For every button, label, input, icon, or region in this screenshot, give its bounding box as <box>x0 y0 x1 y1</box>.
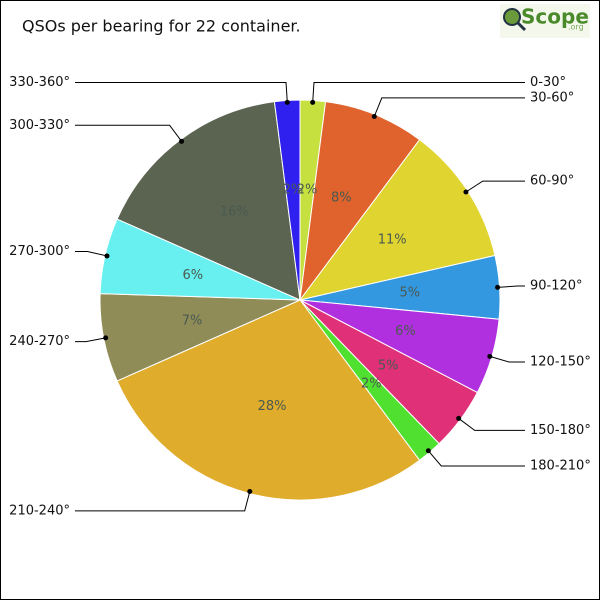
slice-label: 5% <box>378 358 399 373</box>
category-label: 60-90° <box>530 174 574 189</box>
slice-label: 5% <box>399 285 420 300</box>
leader-line <box>75 250 108 257</box>
category-label: 150-180° <box>530 423 591 438</box>
leader-line <box>465 180 525 193</box>
leader-arrow <box>425 448 431 454</box>
leader-arrow <box>179 138 185 144</box>
slice-label: 2% <box>361 376 382 391</box>
category-label: 30-60° <box>530 90 574 105</box>
leader-arrow <box>104 253 110 259</box>
category-label: 90-120° <box>530 279 583 294</box>
slice-label: 6% <box>182 268 203 283</box>
leader-line <box>75 81 288 103</box>
leader-arrow <box>371 113 377 119</box>
slice-label: 7% <box>182 314 203 329</box>
chart-title: QSOs per bearing for 22 container. <box>22 17 301 36</box>
leader-line <box>373 97 525 117</box>
category-label: 0-30° <box>530 75 566 90</box>
logo: Scope .org <box>500 4 590 38</box>
leader-arrow <box>284 99 290 105</box>
slice-label: 6% <box>395 324 416 339</box>
leader-line <box>75 491 251 512</box>
slice-label: 8% <box>331 191 352 206</box>
leader-arrow <box>247 489 253 495</box>
category-label: 300-330° <box>9 118 70 133</box>
logo-icon-handle <box>516 21 527 32</box>
leader-arrow <box>487 353 493 359</box>
slice-label: 16% <box>220 204 249 219</box>
slice-label: 2% <box>297 183 318 198</box>
leader-line <box>312 81 525 103</box>
slice-label: 28% <box>258 399 287 414</box>
category-label: 240-270° <box>9 334 70 349</box>
leader-line <box>75 124 182 142</box>
leader-arrow <box>456 415 462 421</box>
leader-arrow <box>463 189 469 195</box>
leader-line <box>489 355 525 363</box>
category-label: 330-360° <box>9 75 70 90</box>
leader-line <box>427 450 525 467</box>
logo-suffix: .org <box>568 23 584 32</box>
category-label: 180-210° <box>530 458 591 473</box>
category-label: 120-150° <box>530 355 591 370</box>
leader-arrow <box>310 99 316 105</box>
slice-label: 2% <box>283 183 304 198</box>
logo-icon <box>503 8 521 26</box>
leader-arrow <box>103 335 109 341</box>
category-label: 270-300° <box>9 244 70 259</box>
logo-text: Scope <box>521 5 589 29</box>
leader-line <box>497 285 525 288</box>
leader-line <box>75 337 106 343</box>
category-label: 210-240° <box>9 503 70 518</box>
leader-line <box>458 418 525 431</box>
slice-label: 11% <box>378 232 407 247</box>
leader-arrow <box>495 284 501 290</box>
